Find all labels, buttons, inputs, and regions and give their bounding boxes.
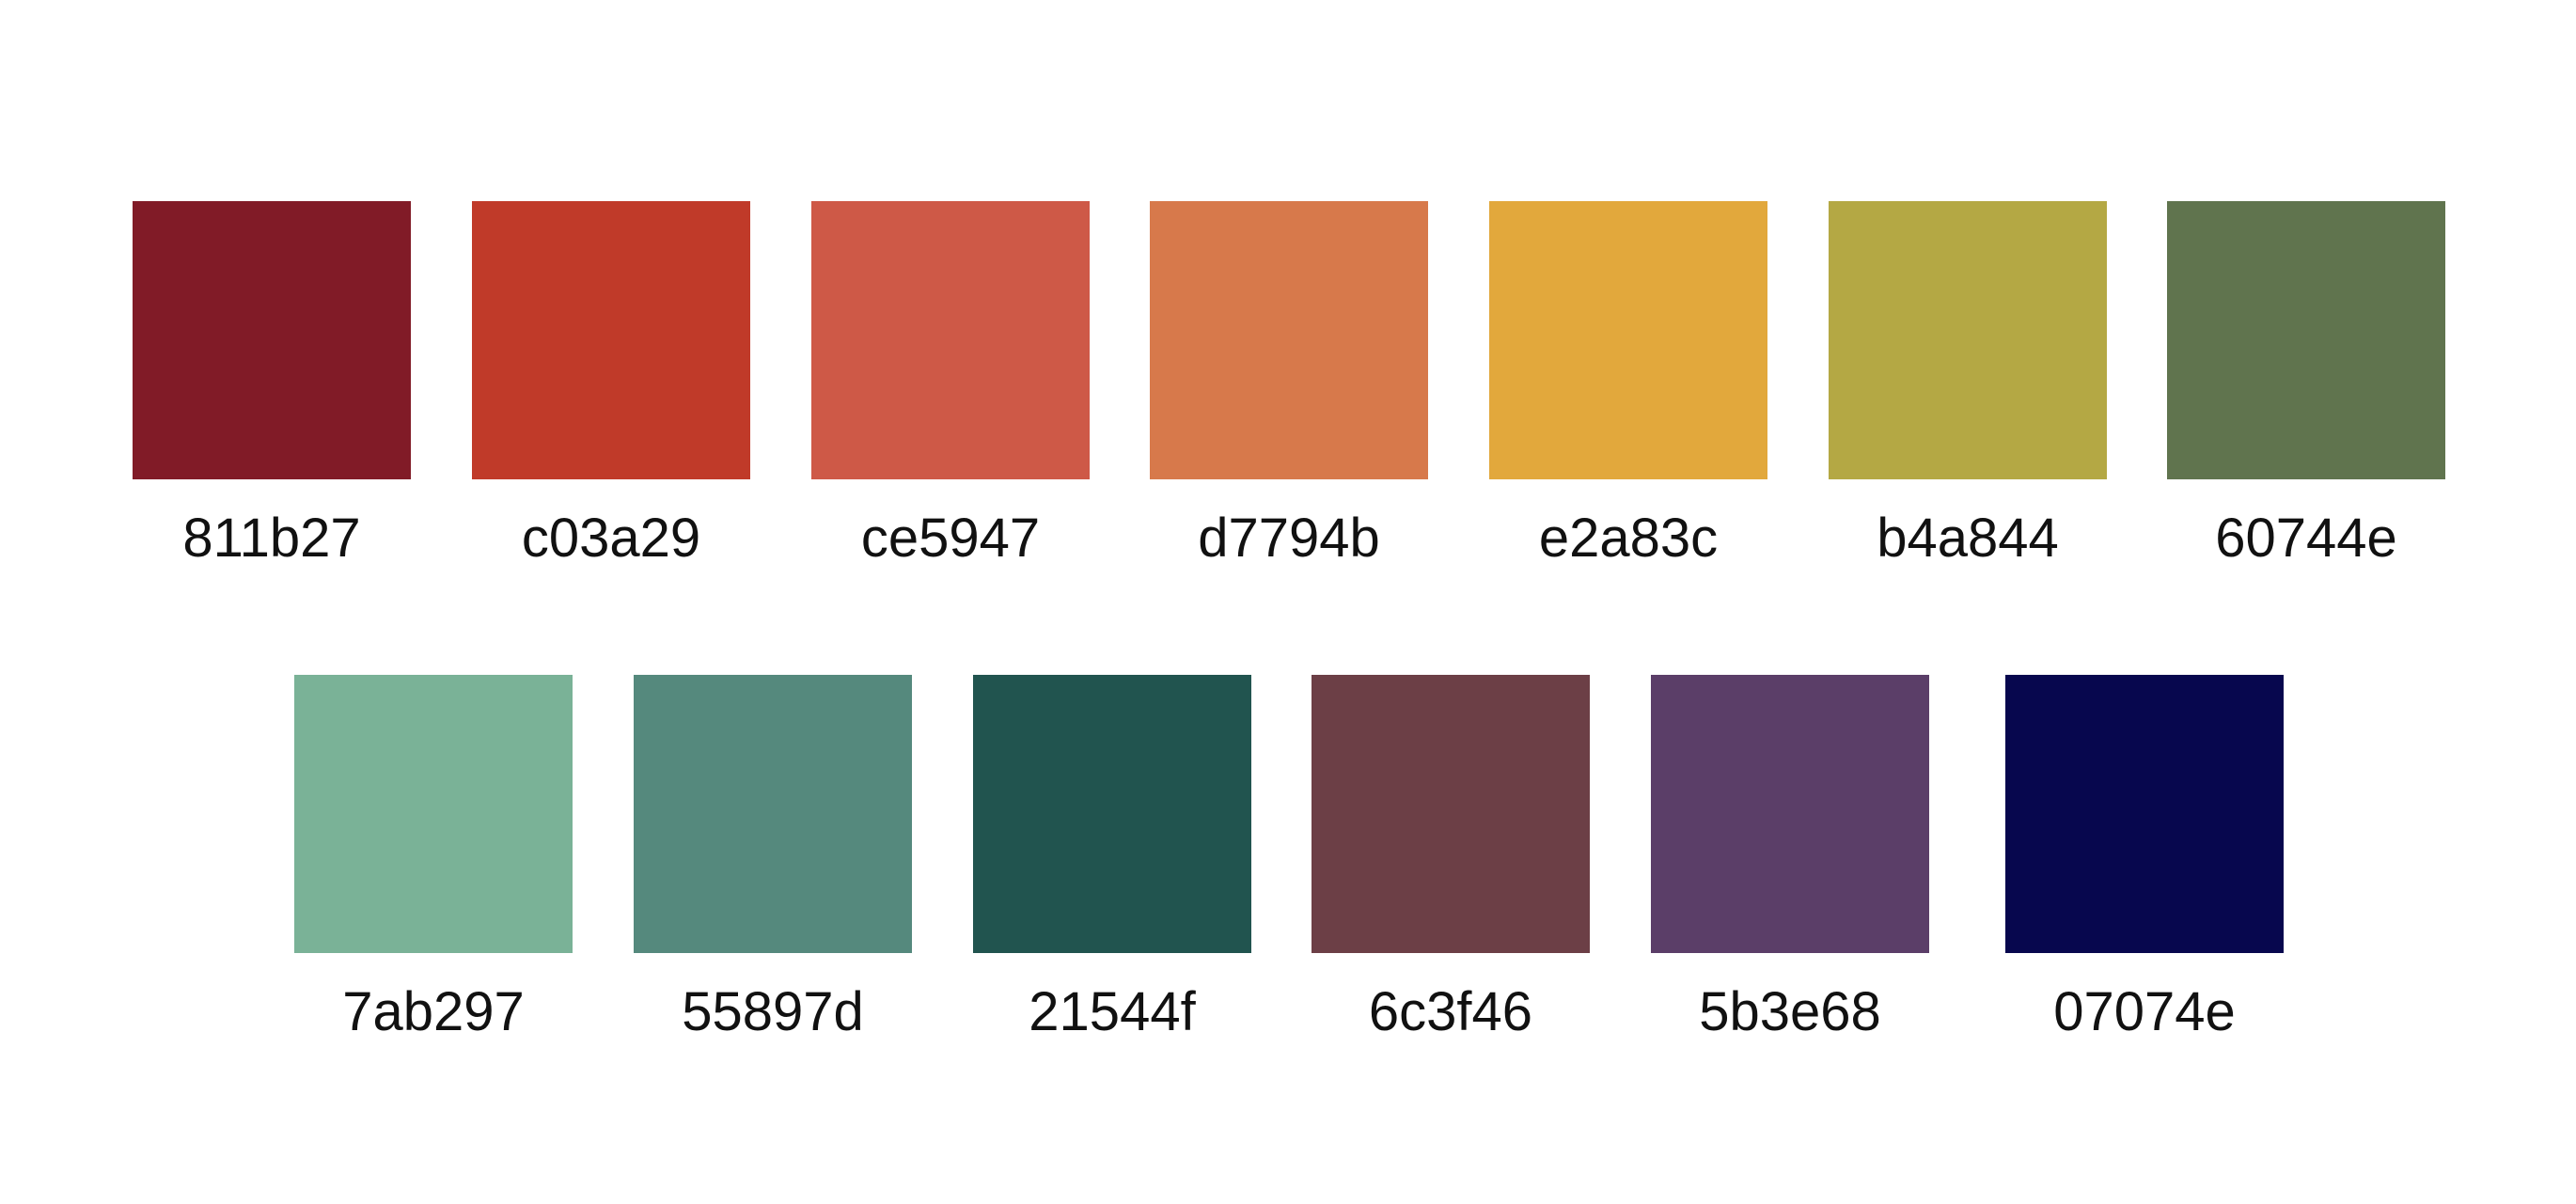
swatch-5b3e68: 5b3e68 (1651, 675, 1929, 1042)
swatch-6c3f46: 6c3f46 (1312, 675, 1590, 1042)
hex-label: d7794b (1198, 508, 1380, 569)
color-chip (2167, 201, 2445, 479)
swatch-ce5947: ce5947 (811, 201, 1090, 569)
hex-label: 7ab297 (342, 981, 525, 1042)
swatch-e2a83c: e2a83c (1489, 201, 1767, 569)
swatch-811b27: 811b27 (133, 201, 411, 569)
color-chip (294, 675, 573, 953)
color-chip (1829, 201, 2107, 479)
color-chip (1489, 201, 1767, 479)
hex-label: 21544f (1029, 981, 1196, 1042)
swatch-55897d: 55897d (634, 675, 912, 1042)
hex-label: 07074e (2053, 981, 2236, 1042)
swatch-21544f: 21544f (973, 675, 1251, 1042)
color-chip (1312, 675, 1590, 953)
color-chip (1651, 675, 1929, 953)
color-chip (634, 675, 912, 953)
hex-label: ce5947 (860, 508, 1041, 569)
hex-label: e2a83c (1538, 508, 1719, 569)
hex-label: 5b3e68 (1699, 981, 1881, 1042)
color-chip (472, 201, 750, 479)
swatch-d7794b: d7794b (1150, 201, 1428, 569)
color-chip (2005, 675, 2284, 953)
hex-label: b4a844 (1877, 508, 2059, 569)
hex-label: c03a29 (521, 508, 701, 569)
hex-label: 811b27 (182, 508, 361, 569)
swatch-b4a844: b4a844 (1829, 201, 2107, 569)
hex-label: 55897d (682, 981, 864, 1042)
swatch-7ab297: 7ab297 (294, 675, 573, 1042)
hex-label: 60744e (2215, 508, 2397, 569)
swatch-07074e: 07074e (2005, 675, 2284, 1042)
color-chip (811, 201, 1090, 479)
color-chip (1150, 201, 1428, 479)
swatch-60744e: 60744e (2167, 201, 2445, 569)
swatch-c03a29: c03a29 (472, 201, 750, 569)
color-chip (133, 201, 411, 479)
hex-label: 6c3f46 (1368, 981, 1533, 1042)
color-chip (973, 675, 1251, 953)
